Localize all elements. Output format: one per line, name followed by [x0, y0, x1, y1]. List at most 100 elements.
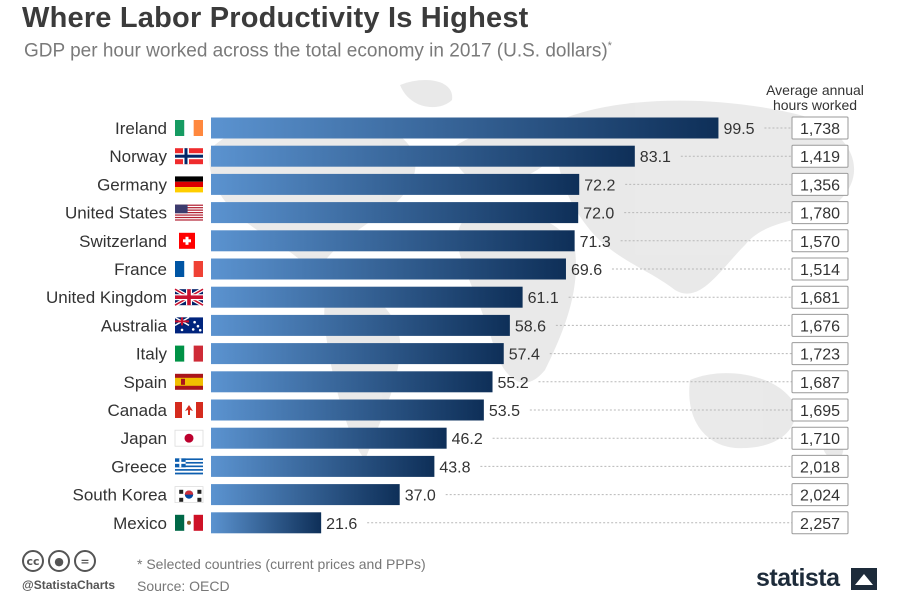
bar-australia: [211, 314, 510, 336]
category-label-japan: Japan: [121, 429, 167, 448]
flag-united-states-icon: [175, 204, 203, 221]
hours-value-united-kingdom: 1,681: [800, 290, 840, 307]
bar-france: [211, 258, 566, 280]
hours-value-italy: 1,723: [800, 347, 840, 364]
value-label-france: 69.6: [571, 262, 602, 279]
flag-south-korea-icon: [174, 486, 204, 504]
flag-italy-icon: [175, 345, 203, 362]
twitter-handle[interactable]: @StatistaCharts: [22, 578, 116, 592]
bar-south-korea: [211, 484, 400, 506]
bar-japan: [211, 427, 447, 449]
hours-box-norway: [791, 144, 849, 168]
bar-switzerland: [211, 230, 575, 252]
flag-germany-icon: [175, 176, 203, 193]
flag-spain-icon: [175, 373, 203, 390]
flag-ireland-icon: [175, 120, 203, 136]
flag-mexico-icon: [175, 514, 203, 531]
map-landmass: [209, 118, 416, 275]
category-label-united-kingdom: United Kingdom: [46, 288, 167, 307]
hours-value-spain: 1,687: [800, 375, 840, 392]
value-label-germany: 72.2: [584, 177, 615, 194]
source-note: Source: OECD: [137, 578, 230, 594]
hours-box-germany: [791, 172, 849, 196]
bar-italy: [211, 343, 504, 365]
bar-greece: [211, 455, 435, 477]
hours-value-south-korea: 2,024: [800, 488, 840, 505]
category-label-greece: Greece: [111, 457, 167, 476]
hours-header-line1: Average annual: [766, 82, 864, 98]
hours-box-south-korea: [791, 483, 849, 507]
hours-box-greece: [791, 454, 849, 478]
hours-box-spain: [791, 370, 849, 394]
map-landmass: [400, 80, 453, 108]
category-label-mexico: Mexico: [113, 514, 167, 533]
hours-value-ireland: 1,738: [800, 121, 840, 138]
bar-canada: [211, 399, 484, 421]
footnote: * Selected countries (current prices and…: [137, 556, 426, 572]
bar-germany: [211, 173, 580, 195]
hours-box-mexico: [791, 511, 849, 535]
flag-norway-icon: [175, 148, 203, 165]
license-icons: cc ● =: [22, 550, 96, 572]
value-label-canada: 53.5: [489, 403, 520, 420]
value-label-italy: 57.4: [509, 347, 540, 364]
cc-icon[interactable]: cc: [22, 550, 44, 572]
category-label-france: France: [114, 260, 167, 279]
hours-value-germany: 1,356: [800, 177, 840, 194]
bar-united-states: [211, 202, 579, 224]
bar-united-kingdom: [211, 286, 523, 308]
flag-switzerland-icon: [179, 232, 195, 249]
hours-box-united-kingdom: [791, 285, 849, 309]
category-label-norway: Norway: [109, 147, 167, 166]
statista-logo-icon: [851, 568, 877, 590]
value-label-switzerland: 71.3: [580, 234, 611, 251]
hours-value-japan: 1,710: [800, 431, 840, 448]
category-label-italy: Italy: [136, 345, 168, 364]
nd-icon[interactable]: =: [74, 550, 96, 572]
hours-value-mexico: 2,257: [800, 516, 840, 533]
hours-value-australia: 1,676: [800, 318, 840, 335]
flag-japan-icon: [174, 429, 204, 447]
hours-header-line2: hours worked: [773, 97, 857, 113]
chart-subtitle: GDP per hour worked across the total eco…: [24, 40, 612, 62]
value-label-greece: 43.8: [439, 459, 470, 476]
value-label-united-states: 72.0: [583, 206, 614, 223]
subtitle-text: GDP per hour worked across the total eco…: [24, 40, 608, 62]
category-label-spain: Spain: [124, 373, 167, 392]
bar-spain: [211, 371, 493, 393]
hours-box-switzerland: [791, 229, 849, 253]
value-label-united-kingdom: 61.1: [528, 290, 559, 307]
value-label-south-korea: 37.0: [405, 488, 436, 505]
hours-value-canada: 1,695: [800, 403, 840, 420]
category-label-united-states: United States: [65, 204, 167, 223]
category-label-australia: Australia: [101, 316, 168, 335]
value-label-spain: 55.2: [498, 375, 529, 392]
hours-value-switzerland: 1,570: [800, 234, 840, 251]
hours-box-australia: [791, 313, 849, 337]
category-label-ireland: Ireland: [115, 119, 167, 138]
by-icon[interactable]: ●: [48, 550, 70, 572]
hours-box-united-states: [791, 201, 849, 225]
value-label-norway: 83.1: [640, 149, 671, 166]
flag-greece-icon: [175, 458, 203, 475]
value-label-japan: 46.2: [452, 431, 483, 448]
flag-united-kingdom-icon: [174, 287, 204, 307]
value-label-ireland: 99.5: [723, 121, 754, 138]
statista-logo[interactable]: statista: [756, 564, 840, 592]
bar-mexico: [211, 512, 322, 534]
flag-france-icon: [175, 261, 203, 277]
subtitle-footnote-mark: *: [607, 40, 612, 52]
category-label-canada: Canada: [107, 401, 167, 420]
hours-box-italy: [791, 342, 849, 366]
category-label-germany: Germany: [97, 175, 167, 194]
hours-box-france: [791, 257, 849, 281]
flag-canada-icon: [175, 402, 203, 418]
chart-title: Where Labor Productivity Is Highest: [22, 2, 529, 34]
hours-value-norway: 1,419: [800, 149, 840, 166]
hours-box-ireland: [791, 116, 849, 140]
category-label-south-korea: South Korea: [72, 486, 167, 505]
hours-value-france: 1,514: [800, 262, 840, 279]
hours-value-united-states: 1,780: [800, 206, 840, 223]
value-label-australia: 58.6: [515, 318, 546, 335]
